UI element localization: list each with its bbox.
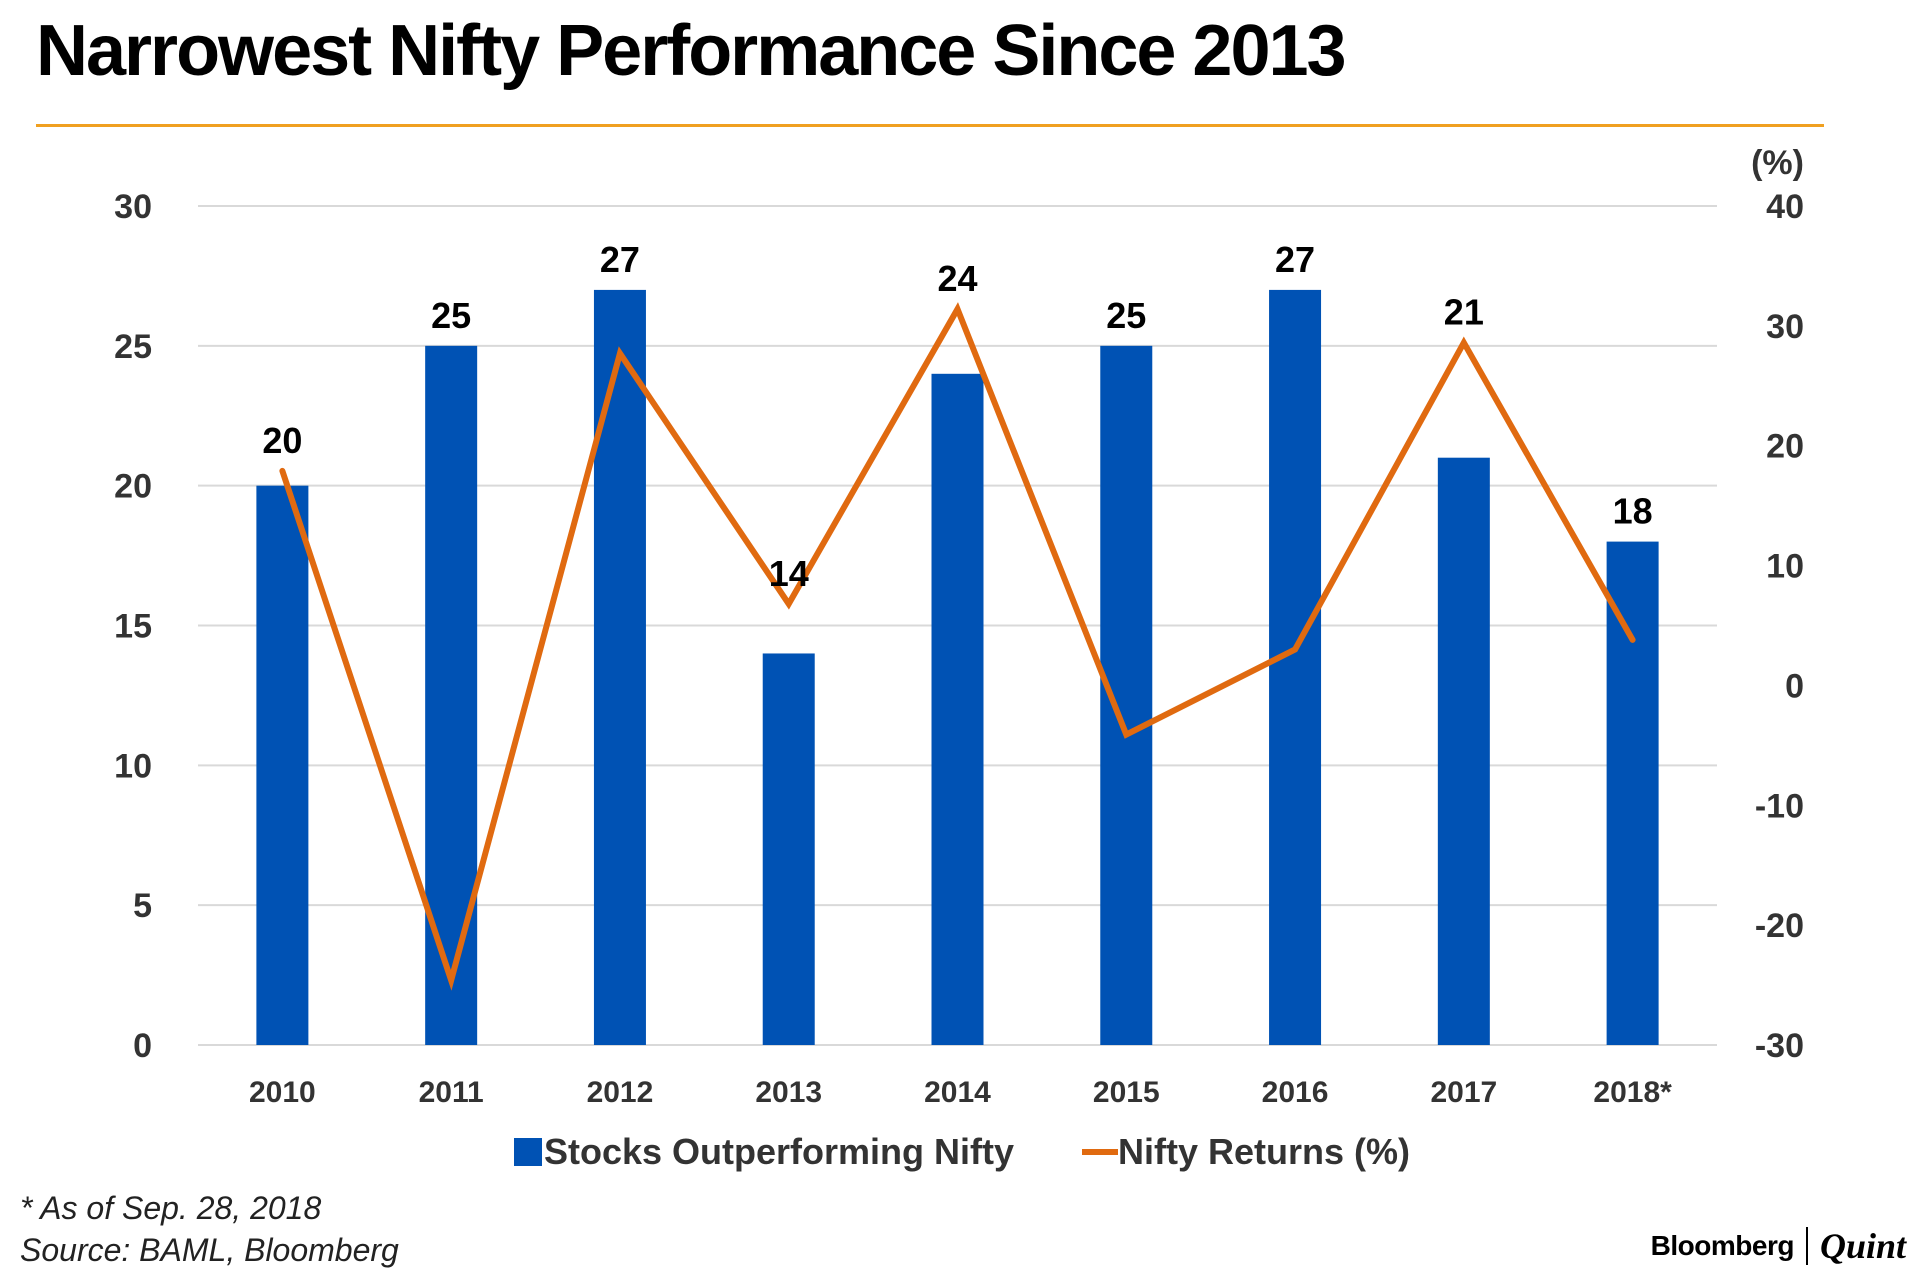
bar: [931, 373, 984, 1045]
bar-value-label: 14: [769, 553, 809, 594]
brand-name-bloomberg: Bloomberg: [1650, 1230, 1795, 1261]
left-axis-tick-label: 25: [114, 328, 152, 366]
right-axis-tick-label: 40: [1766, 188, 1804, 226]
x-axis-tick-label: 2013: [755, 1076, 822, 1109]
bar-value-label: 25: [1106, 295, 1146, 336]
x-axis-tick-label: 2010: [249, 1076, 316, 1109]
x-axis-tick-label: 2014: [924, 1076, 991, 1109]
bar: [1437, 457, 1490, 1045]
right-axis-tick-label: -20: [1755, 907, 1804, 945]
bar-value-label: 25: [431, 295, 471, 336]
brand-divider: [1805, 1227, 1808, 1265]
bar-value-label: 20: [262, 420, 302, 461]
bar-series: [256, 289, 1659, 1046]
data-labels: 20 25 27 14 24 25 27 21 18: [262, 239, 1652, 594]
line-series: [279, 302, 1636, 991]
bar: [762, 653, 815, 1045]
x-axis-tick-label: 2018*: [1593, 1076, 1672, 1109]
right-axis-tick-label: -10: [1755, 787, 1804, 825]
bar: [425, 345, 478, 1045]
x-axis-tick-label: 2016: [1262, 1076, 1329, 1109]
left-axis-tick-label: 0: [133, 1027, 152, 1065]
x-axis-tick-label: 2011: [419, 1076, 484, 1109]
right-axis-tick-label: 10: [1766, 548, 1804, 586]
left-axis-tick-label: 10: [114, 747, 152, 785]
right-axis-unit-label: (%): [1751, 144, 1804, 182]
legend-line-label: Nifty Returns (%): [1118, 1131, 1410, 1172]
bar-value-label: 18: [1613, 491, 1653, 532]
left-axis-tick-label: 15: [114, 608, 152, 646]
legend: Stocks Outperforming Nifty Nifty Returns…: [514, 1131, 1410, 1172]
right-axis-tick-label: 20: [1766, 428, 1804, 466]
title-divider: [36, 124, 1824, 127]
footnote-asof: * As of Sep. 28, 2018: [20, 1190, 322, 1226]
left-axis: 0 5 10 15 20 25 30: [114, 188, 152, 1065]
right-axis-tick-label: 30: [1766, 308, 1804, 346]
bar-value-label: 24: [937, 258, 977, 299]
bar-value-label: 21: [1444, 292, 1484, 333]
x-axis: 2010 2011 2012 2013 2014 2015 2016 2017 2018*: [249, 1076, 1672, 1109]
legend-bar-label: Stocks Outperforming Nifty: [544, 1131, 1014, 1172]
brand-name-quint: Quint: [1819, 1226, 1906, 1266]
left-axis-tick-label: 20: [114, 468, 152, 506]
right-axis-tick-label: 0: [1785, 667, 1804, 705]
chart-title: Narrowest Nifty Performance Since 2013: [36, 11, 1347, 91]
bar: [593, 289, 646, 1045]
bar-value-label: 27: [600, 239, 640, 280]
bar: [1269, 289, 1322, 1045]
x-axis-tick-label: 2015: [1093, 1076, 1160, 1109]
legend-bar-swatch: [514, 1138, 542, 1166]
bar-value-label: 27: [1275, 239, 1315, 280]
left-axis-tick-label: 30: [114, 188, 152, 226]
left-axis-tick-label: 5: [133, 887, 152, 925]
right-axis-tick-label: -30: [1755, 1027, 1804, 1065]
bar: [256, 485, 309, 1046]
bar: [1606, 541, 1659, 1045]
x-axis-tick-label: 2017: [1430, 1076, 1497, 1109]
x-axis-tick-label: 2012: [587, 1076, 654, 1109]
footnote-source: Source: BAML, Bloomberg: [20, 1232, 399, 1268]
brand-logo: Bloomberg Quint: [1651, 1222, 1906, 1270]
combo-chart: 0 5 10 15 20 25 30 -30 -20 -10 0 10 20 30 40 (%) 20 25…: [114, 144, 1804, 1172]
right-axis: -30 -20 -10 0 10 20 30 40: [1755, 188, 1804, 1065]
